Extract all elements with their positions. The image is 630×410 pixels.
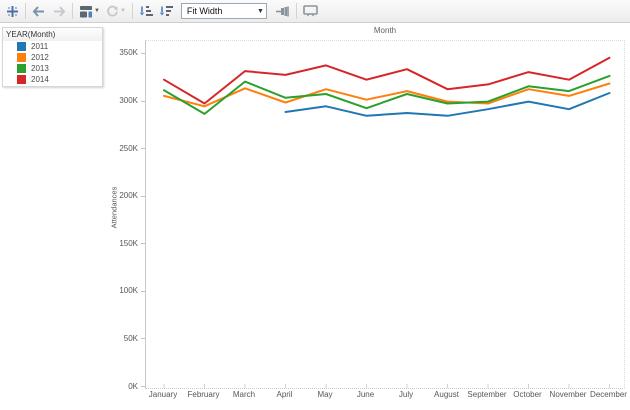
y-tick-mark [141,243,145,245]
x-tick-label: July [398,390,414,399]
y-tick-mark [141,100,145,102]
toolbar-separator [25,3,26,19]
redo-button[interactable] [49,1,69,21]
y-tick-label: 50K [123,333,138,343]
pin-button[interactable] [272,1,293,21]
y-tick-label: 350K [119,48,138,58]
y-tick-label: 100K [119,286,138,296]
refresh-button[interactable]: ▼ [103,1,129,21]
chart-pane [145,40,625,389]
x-tick-label: November [549,390,587,399]
y-tick-mark [141,290,145,292]
legend-item-label: 2013 [31,64,49,73]
legend-item[interactable]: 2014 [3,74,102,85]
undo-button[interactable] [29,1,49,21]
series-line-2012[interactable] [163,82,611,108]
y-axis-label: Attendances [109,186,119,229]
series-line-2013[interactable] [163,74,611,115]
legend-color-swatch [17,42,26,51]
chevron-down-icon: ▼ [94,8,100,14]
sort-ascending-icon [139,5,153,17]
y-tick-mark [141,338,145,340]
y-tick-mark [141,386,145,387]
presentation-screen-icon [303,5,318,17]
legend-color-swatch [17,75,26,84]
presentation-mode-button[interactable] [300,1,321,21]
y-tick-mark [141,148,145,150]
x-tick-label: February [187,390,220,399]
forward-arrow-icon [52,5,66,17]
sort-descending-button[interactable] [156,1,176,21]
line-chart [163,56,611,388]
sort-ascending-button[interactable] [136,1,156,21]
legend-item-label: 2014 [31,75,49,84]
x-tick-label: August [434,390,459,399]
toolbar-separator [72,3,73,19]
sort-descending-icon [159,5,173,17]
fit-width-value: Fit Width [186,6,223,16]
legend-item-label: 2012 [31,53,49,62]
x-tick-label: March [232,390,256,399]
toolbar-separator [295,3,297,19]
legend-item[interactable]: 2013 [3,63,102,74]
legend-item-label: 2011 [31,42,49,51]
new-data-view-icon [79,5,93,18]
x-tick-label: October [513,390,542,399]
y-tick-label: 250K [119,143,138,153]
x-tick-label: May [317,390,333,399]
chart-title: Month [373,26,397,35]
legend-card: YEAR(Month) 2011 2012 2013 2014 [2,27,103,87]
toolbar: ▼ ▼ [0,0,630,23]
y-tick-label: 200K [119,191,138,201]
x-tick-label: January [148,390,178,399]
legend-item[interactable]: 2012 [3,52,102,63]
new-data-view-button[interactable]: ▼ [76,1,103,21]
legend-items: 2011 2012 2013 2014 [3,41,102,85]
x-tick-label: April [276,390,293,399]
legend-color-swatch [17,64,26,73]
x-tick-label: June [356,390,375,399]
series-line-2011[interactable] [284,92,611,117]
refresh-icon [106,5,119,18]
toolbar-separator [131,3,133,19]
legend-title: YEAR(Month) [3,28,102,41]
y-tick-mark [141,195,145,197]
back-arrow-icon [32,5,46,17]
chevron-down-icon: ▼ [256,7,264,15]
x-tick-label: September [467,390,507,399]
pin-icon [275,6,290,17]
y-tick-mark [141,52,145,54]
legend-item[interactable]: 2011 [3,41,102,52]
y-tick-label: 0K [128,381,138,391]
y-tick-label: 300K [119,96,138,106]
series-line-2014[interactable] [163,56,611,105]
chevron-down-icon: ▼ [119,8,126,14]
fit-width-dropdown[interactable]: Fit Width ▼ [180,3,267,19]
tableau-logo-icon [3,1,22,21]
y-tick-label: 150K [119,238,138,248]
legend-color-swatch [17,53,26,62]
x-tick-label: December [590,390,627,399]
